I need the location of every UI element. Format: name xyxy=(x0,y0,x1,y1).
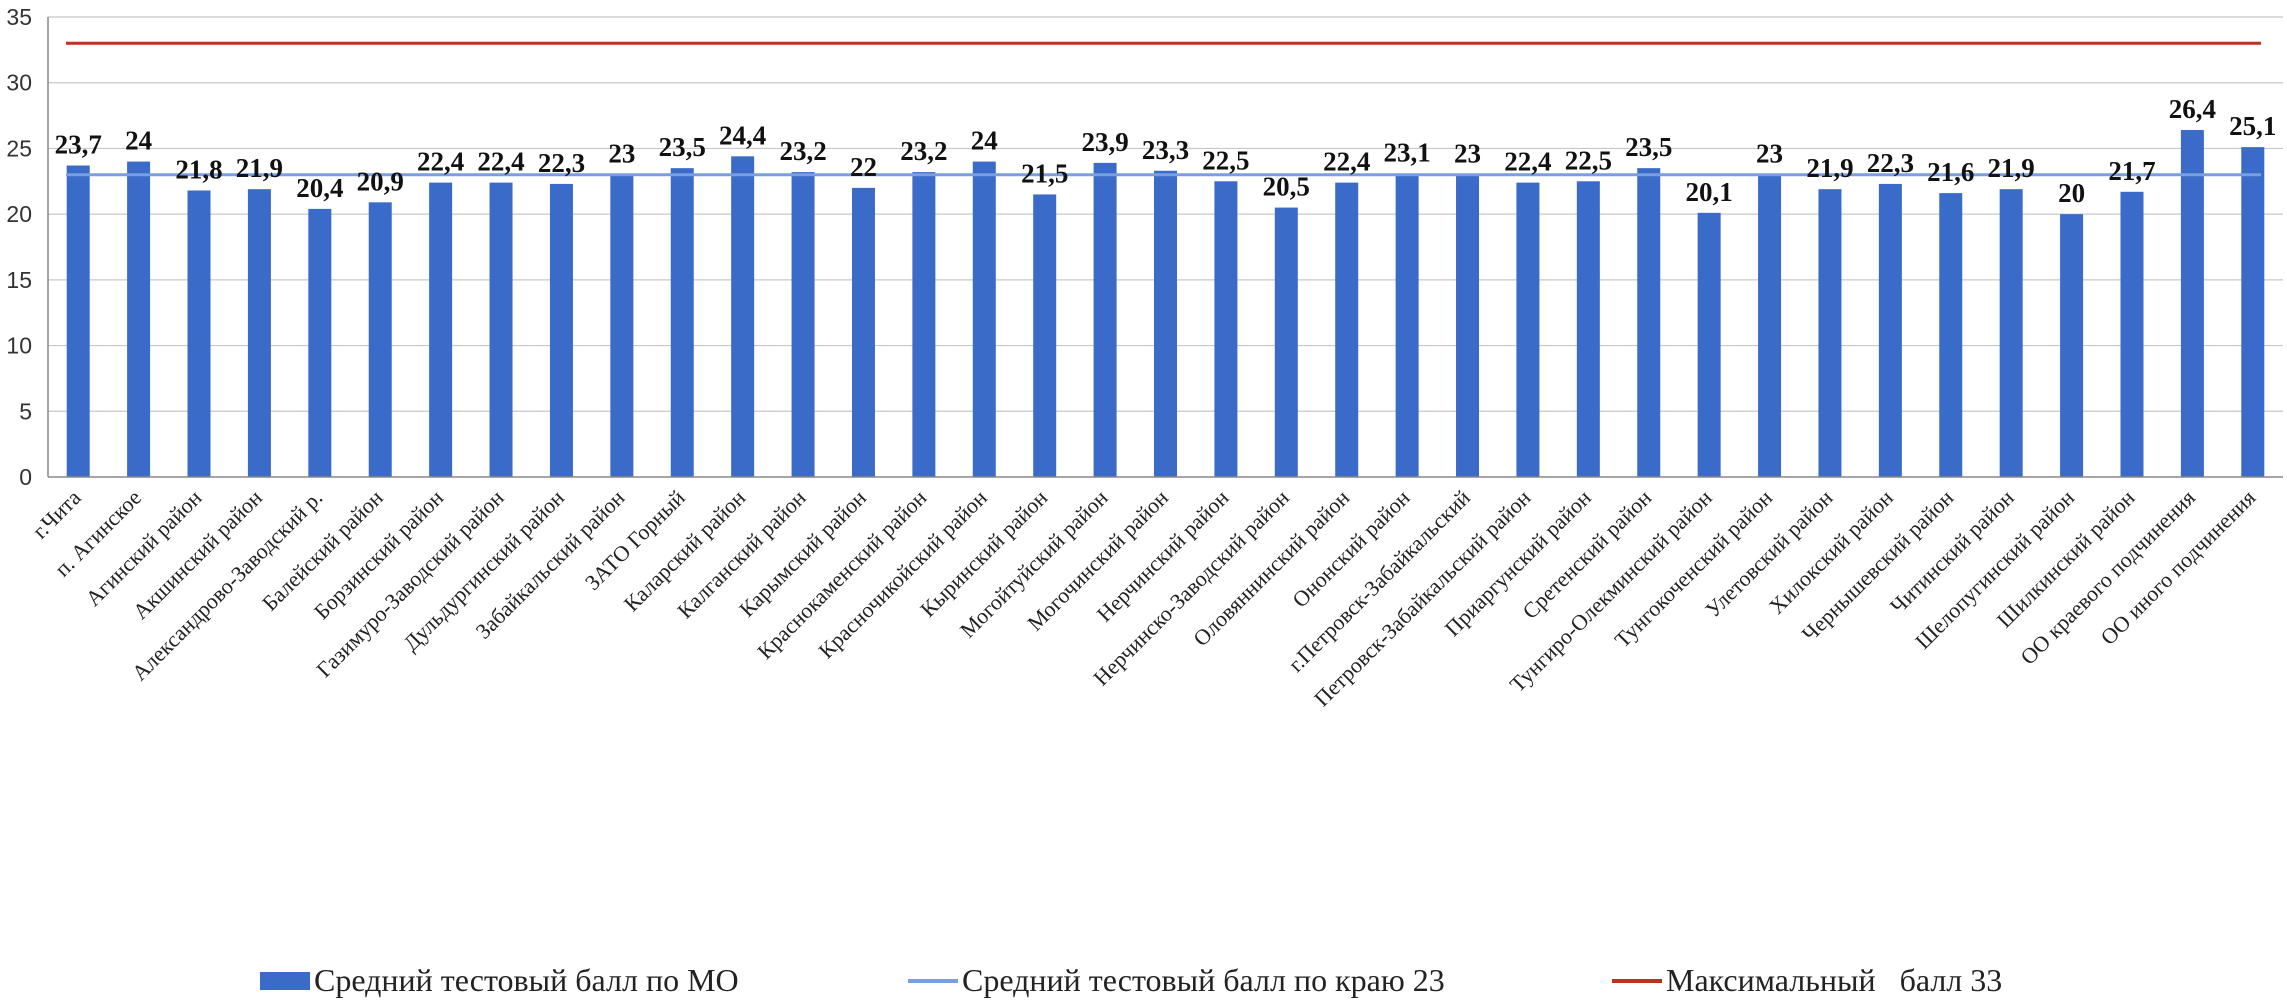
legend: Средний тестовый балл по МО Средний тест… xyxy=(0,962,2287,1002)
bar xyxy=(368,202,392,478)
data-label: 21,7 xyxy=(2108,156,2155,186)
data-label: 20,1 xyxy=(1686,177,1733,207)
data-label: 20 xyxy=(2058,178,2085,208)
bar xyxy=(1878,183,1902,477)
data-label: 21,5 xyxy=(1021,158,1068,188)
data-label: 24,4 xyxy=(719,120,766,150)
bar xyxy=(2180,130,2204,477)
legend-swatch-bar xyxy=(260,971,310,990)
bar xyxy=(1335,182,1359,477)
bar xyxy=(1576,181,1600,478)
bar xyxy=(1758,174,1782,477)
bar xyxy=(1456,174,1480,477)
y-tick-label: 5 xyxy=(19,398,32,424)
bar xyxy=(1093,162,1117,477)
legend-item-max: Максимальный балл 33 xyxy=(1612,962,2002,999)
data-label: 24 xyxy=(125,126,152,156)
bar xyxy=(489,182,513,477)
data-label: 23,3 xyxy=(1142,135,1189,165)
data-label: 21,8 xyxy=(175,154,222,184)
bar xyxy=(1637,168,1661,477)
y-tick-label: 20 xyxy=(6,201,32,227)
data-label: 22,4 xyxy=(417,147,464,177)
legend-label-mo: Средний тестовый балл по МО xyxy=(314,962,739,998)
data-label: 25,1 xyxy=(2229,111,2276,141)
y-tick-label: 30 xyxy=(6,70,32,96)
data-label: 26,4 xyxy=(2169,94,2216,124)
data-label: 23,9 xyxy=(1081,127,1128,157)
legend-item-mo: Средний тестовый балл по МО xyxy=(260,962,739,999)
bar xyxy=(972,161,996,478)
data-label: 20,9 xyxy=(357,166,404,196)
data-label: 23 xyxy=(608,139,635,169)
bar xyxy=(1999,189,2023,477)
legend-item-region: Средний тестовый балл по краю 23 xyxy=(908,962,1445,999)
y-axis-ticks: 0 5 10 15 20 25 30 35 xyxy=(6,4,32,490)
data-label: 22,3 xyxy=(1867,148,1914,178)
bar-chart: 0 5 10 15 20 25 30 35 23,7 24 21,8 21,9 20,4 20,9 22,… xyxy=(6,4,2283,712)
x-tick-label: г.Чита xyxy=(27,485,86,544)
data-label: 21,9 xyxy=(1988,153,2035,183)
bar xyxy=(1697,212,1721,478)
data-label: 22,4 xyxy=(477,147,524,177)
data-label: 23 xyxy=(1756,139,1783,169)
bars xyxy=(66,130,2265,478)
data-label: 21,6 xyxy=(1927,157,1974,187)
bar xyxy=(2241,147,2265,477)
bar xyxy=(247,189,271,477)
bar xyxy=(2120,191,2144,478)
data-label: 22,3 xyxy=(538,148,585,178)
bar xyxy=(429,182,453,477)
data-label: 22,4 xyxy=(1323,147,1370,177)
data-label: 24 xyxy=(971,126,998,156)
bar xyxy=(1818,189,1842,477)
bar xyxy=(2060,214,2084,477)
bar xyxy=(1214,181,1238,478)
bar xyxy=(1154,170,1177,477)
y-tick-label: 35 xyxy=(6,4,32,30)
bar xyxy=(670,168,694,477)
data-label: 23,2 xyxy=(900,136,947,166)
data-label: 21,9 xyxy=(1806,153,1853,183)
y-tick-label: 10 xyxy=(6,333,32,359)
data-label: 23 xyxy=(1454,139,1481,169)
data-label: 21,9 xyxy=(236,153,283,183)
data-label: 23,5 xyxy=(1625,132,1672,162)
data-label: 20,5 xyxy=(1263,172,1310,202)
legend-swatch-max-line xyxy=(1612,978,1662,983)
legend-label-max: Максимальный балл 33 xyxy=(1666,962,2003,998)
data-labels: 23,7 24 21,8 21,9 20,4 20,9 22,4 22,4 22,3 23 23,5… xyxy=(55,94,2277,208)
data-label: 22 xyxy=(850,152,877,182)
bar xyxy=(791,172,815,478)
data-label: 20,4 xyxy=(296,173,343,203)
data-label: 23,7 xyxy=(55,130,102,160)
bar xyxy=(912,172,936,478)
bar xyxy=(187,190,211,477)
bar xyxy=(1274,207,1298,478)
reference-lines xyxy=(66,41,2261,177)
bar xyxy=(127,161,151,478)
y-tick-label: 25 xyxy=(6,135,32,161)
bar xyxy=(1033,194,1057,477)
data-label: 23,1 xyxy=(1383,137,1430,167)
data-label: 23,2 xyxy=(779,136,826,166)
legend-label-region: Средний тестовый балл по краю 23 xyxy=(962,962,1445,998)
bar xyxy=(610,174,634,477)
bar xyxy=(66,165,90,477)
bar xyxy=(1395,173,1419,477)
y-tick-label: 15 xyxy=(6,267,32,293)
data-label: 22,4 xyxy=(1504,147,1551,177)
data-label: 22,5 xyxy=(1202,145,1249,175)
bar xyxy=(731,156,755,478)
bar xyxy=(308,208,332,477)
y-tick-label: 0 xyxy=(19,464,32,490)
bar xyxy=(549,183,573,477)
data-label: 23,5 xyxy=(659,132,706,162)
bar xyxy=(1939,193,1963,477)
legend-swatch-region-line xyxy=(908,978,958,983)
bar xyxy=(1516,182,1540,477)
data-label: 22,5 xyxy=(1565,145,1612,175)
bar xyxy=(851,187,875,477)
